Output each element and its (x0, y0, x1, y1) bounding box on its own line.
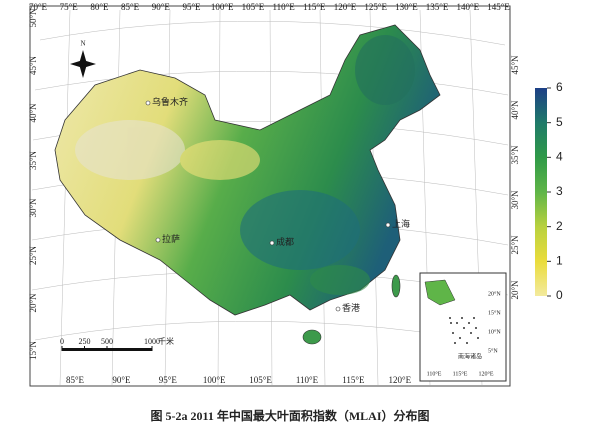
scale-label: 250 (79, 337, 91, 346)
inset-lat-label: 15°N (488, 309, 501, 316)
city-label: 上海 (392, 218, 410, 229)
inset-lat-label: 20°N (488, 290, 501, 297)
city-dot (145, 100, 151, 106)
lon-label: 85°E (121, 2, 140, 12)
island-dot (449, 317, 451, 319)
lat-label: 20°N (510, 280, 520, 300)
island-dot (450, 322, 452, 324)
colorbar-label: 6 (556, 80, 563, 94)
island-dot (477, 337, 479, 339)
island-dot (473, 317, 475, 319)
lon-label: 105°E (249, 375, 272, 385)
lon-label: 120°E (334, 2, 357, 12)
inset-lat-label: 10°N (488, 328, 501, 335)
lat-label: 35°N (28, 150, 38, 170)
scale-label: 1000 (144, 337, 160, 346)
caption: 图 5-2a 2011 年中国最大叶面积指数（MLAI）分布图 (150, 408, 429, 423)
island-dot (461, 317, 463, 319)
lon-label: 130°E (395, 2, 418, 12)
north-label: N (80, 40, 85, 48)
lon-label: 75°E (60, 2, 79, 12)
inset-land (424, 279, 456, 306)
colorbar-label: 4 (556, 150, 563, 164)
lon-label: 90°E (152, 2, 171, 12)
city-dot (155, 237, 161, 243)
lat-label: 15°N (28, 340, 38, 360)
scale-label: 0 (60, 337, 64, 346)
lat-label: 45°N (28, 55, 38, 75)
lat-label: 30°N (510, 190, 520, 210)
lon-label: 110°E (296, 375, 319, 385)
island-dot (466, 342, 468, 344)
lat-label: 25°N (28, 245, 38, 265)
lon-label: 100°E (203, 375, 226, 385)
lon-label: 135°E (426, 2, 449, 12)
island-dot (470, 332, 472, 334)
colorbar-label: 1 (556, 254, 563, 268)
vegetation-patches (75, 35, 415, 295)
lon-label: 80°E (90, 2, 109, 12)
lat-label: 40°N (510, 100, 520, 120)
scale-label: 500 (101, 337, 113, 346)
taiwan (391, 274, 401, 298)
lon-label: 115°E (342, 375, 365, 385)
inset-label: 南海诸岛 (458, 352, 482, 360)
city-label: 拉萨 (162, 233, 180, 244)
colorbar-label: 2 (556, 219, 563, 233)
north-arrow: N (70, 40, 96, 78)
lon-label: 110°E (272, 2, 295, 12)
lon-label: 140°E (456, 2, 479, 12)
lat-label: 30°N (28, 198, 38, 218)
hainan (302, 329, 322, 345)
inset-lat-label: 5°N (488, 347, 498, 354)
inset-lon-label: 115°E (453, 370, 468, 377)
city-label: 成都 (276, 236, 294, 247)
city-dot (335, 306, 341, 312)
island-dot (456, 322, 458, 324)
colorbar (535, 88, 547, 296)
city-dot (385, 222, 391, 228)
lat-label: 35°N (510, 145, 520, 165)
lon-label: 70°E (29, 2, 48, 12)
island-dot (459, 337, 461, 339)
lon-label: 95°E (159, 375, 178, 385)
lat-label: 45°N (510, 55, 520, 75)
lon-label: 125°E (364, 2, 387, 12)
city-label: 乌鲁木齐 (152, 96, 188, 107)
colorbar-label: 3 (556, 184, 563, 198)
lon-label: 145°E (487, 2, 510, 12)
lat-label: 20°N (28, 293, 38, 313)
island-dot (475, 327, 477, 329)
colorbar-label: 0 (556, 288, 563, 302)
lon-label: 115°E (303, 2, 326, 12)
island-dot (463, 327, 465, 329)
city-label: 香港 (342, 302, 360, 313)
lon-label: 95°E (182, 2, 201, 12)
island-dot (452, 332, 454, 334)
scale-unit: 千米 (158, 336, 174, 346)
city-dot (269, 240, 275, 246)
colorbar-label: 5 (556, 115, 563, 129)
island-dot (454, 342, 456, 344)
lon-label: 85°E (66, 375, 85, 385)
lat-label: 40°N (28, 103, 38, 123)
lat-label: 50°N (28, 8, 38, 28)
lon-label: 100°E (211, 2, 234, 12)
inset-lon-label: 120°E (478, 370, 493, 377)
lon-label: 90°E (112, 375, 131, 385)
lon-label: 105°E (242, 2, 265, 12)
inset-lon-label: 110°E (427, 370, 442, 377)
lon-label: 120°E (388, 375, 411, 385)
lat-label: 25°N (510, 235, 520, 255)
island-dot (468, 322, 470, 324)
